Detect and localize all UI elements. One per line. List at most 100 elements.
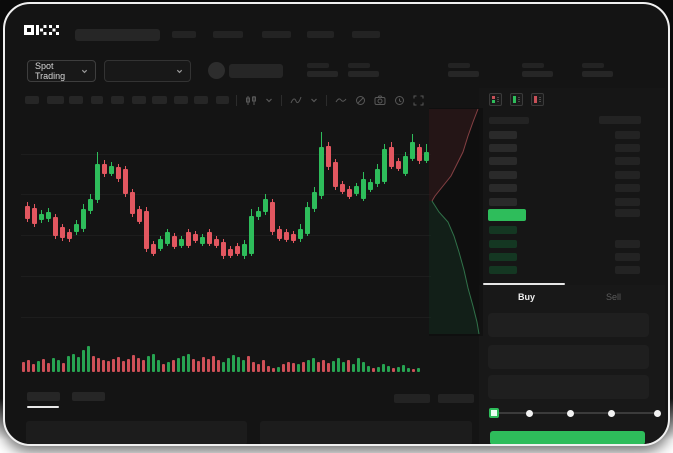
- pair-dropdown[interactable]: [104, 60, 191, 82]
- chevron-down-icon[interactable]: [310, 96, 318, 104]
- okx-logo[interactable]: [24, 25, 60, 37]
- slider-step-dot[interactable]: [654, 410, 661, 417]
- bottom-tab-placeholder[interactable]: [27, 392, 60, 401]
- candle: [382, 149, 387, 182]
- nav-item-placeholder[interactable]: [262, 31, 291, 38]
- amount-slider-track[interactable]: [492, 412, 660, 414]
- bid-price-placeholder[interactable]: [489, 226, 517, 234]
- volume-bar: [222, 362, 225, 372]
- grid-line: [21, 154, 431, 155]
- book-header-placeholder: [489, 117, 529, 124]
- volume-bar: [407, 368, 410, 372]
- slider-step-dot[interactable]: [567, 410, 574, 417]
- candle: [158, 239, 163, 249]
- timeframe-slot[interactable]: [132, 96, 146, 104]
- bid-price-placeholder[interactable]: [489, 253, 517, 261]
- stat-value-placeholder: [348, 71, 379, 77]
- volume-bar: [102, 360, 105, 372]
- timeframe-slot[interactable]: [194, 96, 208, 104]
- candle: [116, 167, 121, 179]
- book-header-placeholder: [599, 116, 641, 124]
- indicator-icon[interactable]: [290, 95, 302, 105]
- candle: [424, 152, 429, 161]
- volume-bar: [77, 357, 80, 372]
- fullscreen-icon[interactable]: [413, 95, 424, 106]
- candle: [193, 234, 198, 241]
- tab-sell[interactable]: Sell: [605, 292, 621, 302]
- bid-price-placeholder[interactable]: [489, 266, 517, 274]
- line-tool-icon[interactable]: [335, 96, 347, 105]
- chart-toolbar: [236, 93, 424, 107]
- bottom-action-placeholder[interactable]: [394, 394, 430, 403]
- candle: [270, 202, 275, 232]
- volume-bar: [347, 360, 350, 372]
- candle: [165, 232, 170, 244]
- candle: [389, 147, 394, 167]
- timer-icon[interactable]: [394, 95, 405, 106]
- timeframe-slot[interactable]: [111, 96, 124, 104]
- timeframe-slot[interactable]: [25, 96, 39, 104]
- timeframe-slot[interactable]: [91, 96, 103, 104]
- bid-price-placeholder[interactable]: [489, 240, 517, 248]
- slider-step-dot[interactable]: [526, 410, 533, 417]
- order-input-placeholder[interactable]: [488, 313, 649, 337]
- volume-bar: [292, 363, 295, 372]
- timeframe-slot[interactable]: [47, 96, 64, 104]
- coin-avatar[interactable]: [208, 62, 225, 79]
- order-input-placeholder[interactable]: [488, 345, 649, 369]
- book-bids-icon[interactable]: [510, 93, 523, 106]
- volume-bar: [377, 367, 380, 372]
- ask-price-placeholder[interactable]: [489, 198, 517, 206]
- tab-buy[interactable]: Buy: [517, 292, 535, 302]
- nav-item-placeholder[interactable]: [213, 31, 243, 38]
- volume-bar: [122, 361, 125, 372]
- book-split-icon[interactable]: [489, 93, 502, 106]
- price-chart[interactable]: [5, 4, 668, 444]
- volume-bar: [52, 358, 55, 372]
- ask-price-placeholder[interactable]: [489, 157, 517, 165]
- volume-bar: [237, 357, 240, 372]
- ask-price-placeholder[interactable]: [489, 184, 517, 192]
- ask-price-placeholder[interactable]: [489, 144, 517, 152]
- timeframe-slot[interactable]: [69, 96, 83, 104]
- volume-bar: [362, 362, 365, 372]
- candle: [144, 211, 149, 249]
- camera-icon[interactable]: [374, 95, 386, 105]
- candle: [81, 209, 86, 229]
- volume-bar: [202, 357, 205, 372]
- market-type-dropdown[interactable]: Spot Trading: [27, 60, 96, 82]
- ask-price-placeholder[interactable]: [489, 171, 517, 179]
- candle: [305, 207, 310, 234]
- nav-item-placeholder[interactable]: [172, 31, 196, 38]
- amount-placeholder: [615, 184, 640, 192]
- compare-icon[interactable]: [355, 95, 366, 106]
- nav-item-placeholder[interactable]: [352, 31, 380, 38]
- candle: [291, 234, 296, 241]
- buy-submit-button[interactable]: [490, 431, 645, 444]
- book-asks-icon[interactable]: [531, 93, 544, 106]
- slider-step-dot[interactable]: [608, 410, 615, 417]
- bottom-tab-placeholder[interactable]: [72, 392, 105, 401]
- volume-bar: [42, 359, 45, 372]
- volume-bar: [332, 361, 335, 372]
- volume-bar: [257, 364, 260, 372]
- timeframe-slot[interactable]: [216, 96, 229, 104]
- volume-bar: [307, 360, 310, 372]
- candle: [326, 146, 331, 167]
- timeframe-slot[interactable]: [152, 96, 167, 104]
- order-input-placeholder[interactable]: [488, 375, 649, 399]
- volume-bar: [107, 361, 110, 372]
- amount-placeholder: [615, 253, 640, 261]
- last-price-badge[interactable]: [488, 209, 526, 221]
- candle: [235, 246, 240, 254]
- amount-slider-handle[interactable]: [489, 408, 499, 418]
- nav-item-placeholder[interactable]: [307, 31, 334, 38]
- timeframe-slot[interactable]: [174, 96, 188, 104]
- divider: [236, 94, 237, 106]
- active-bottom-tab-underline: [27, 406, 59, 408]
- chevron-down-icon[interactable]: [265, 96, 273, 104]
- bottom-action-placeholder[interactable]: [438, 394, 474, 403]
- depth-bids-area: [429, 201, 479, 334]
- candle-style-icon[interactable]: [245, 95, 257, 106]
- ask-price-placeholder[interactable]: [489, 131, 517, 139]
